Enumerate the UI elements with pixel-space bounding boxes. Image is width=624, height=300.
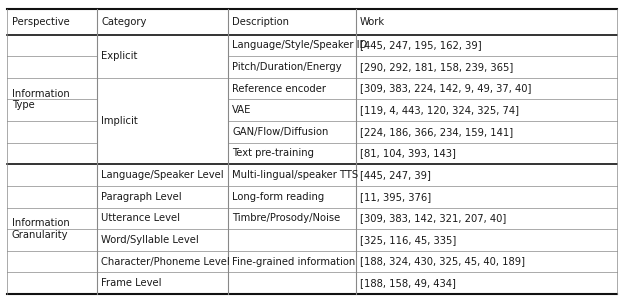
Text: Reference encoder: Reference encoder [232,84,326,94]
Text: Language/Speaker Level: Language/Speaker Level [101,170,224,180]
Text: [309, 383, 224, 142, 9, 49, 37, 40]: [309, 383, 224, 142, 9, 49, 37, 40] [360,84,532,94]
Text: [11, 395, 376]: [11, 395, 376] [360,192,431,202]
Text: Utterance Level: Utterance Level [101,213,180,223]
Text: [81, 104, 393, 143]: [81, 104, 393, 143] [360,148,456,158]
Text: Category: Category [101,17,147,27]
Text: [188, 158, 49, 434]: [188, 158, 49, 434] [360,278,456,288]
Text: Information
Type: Information Type [12,88,70,110]
Text: [224, 186, 366, 234, 159, 141]: [224, 186, 366, 234, 159, 141] [360,127,513,137]
Text: [119, 4, 443, 120, 324, 325, 74]: [119, 4, 443, 120, 324, 325, 74] [360,105,519,115]
Text: VAE: VAE [232,105,251,115]
Text: [445, 247, 39]: [445, 247, 39] [360,170,431,180]
Text: [309, 383, 142, 321, 207, 40]: [309, 383, 142, 321, 207, 40] [360,213,506,223]
Text: Description: Description [232,17,289,27]
Text: [325, 116, 45, 335]: [325, 116, 45, 335] [360,235,456,245]
Text: Frame Level: Frame Level [101,278,162,288]
Text: Character/Phoneme Level: Character/Phoneme Level [101,256,230,267]
Text: Paragraph Level: Paragraph Level [101,192,182,202]
Text: Information
Granularity: Information Granularity [12,218,70,240]
Text: Multi-lingual/speaker TTS: Multi-lingual/speaker TTS [232,170,358,180]
Text: Fine-grained information: Fine-grained information [232,256,356,267]
Text: Implicit: Implicit [101,116,138,126]
Text: Text pre-training: Text pre-training [232,148,314,158]
Text: GAN/Flow/Diffusion: GAN/Flow/Diffusion [232,127,328,137]
Text: Explicit: Explicit [101,51,137,61]
Text: [188, 324, 430, 325, 45, 40, 189]: [188, 324, 430, 325, 45, 40, 189] [360,256,525,267]
Text: [290, 292, 181, 158, 239, 365]: [290, 292, 181, 158, 239, 365] [360,62,514,72]
Text: Work: Work [360,17,385,27]
Text: Long-form reading: Long-form reading [232,192,324,202]
Text: Language/Style/Speaker ID: Language/Style/Speaker ID [232,40,368,50]
Text: Timbre/Prosody/Noise: Timbre/Prosody/Noise [232,213,340,223]
Text: Perspective: Perspective [12,17,70,27]
Text: [445, 247, 195, 162, 39]: [445, 247, 195, 162, 39] [360,40,482,50]
Text: Pitch/Duration/Energy: Pitch/Duration/Energy [232,62,342,72]
Text: Word/Syllable Level: Word/Syllable Level [101,235,199,245]
